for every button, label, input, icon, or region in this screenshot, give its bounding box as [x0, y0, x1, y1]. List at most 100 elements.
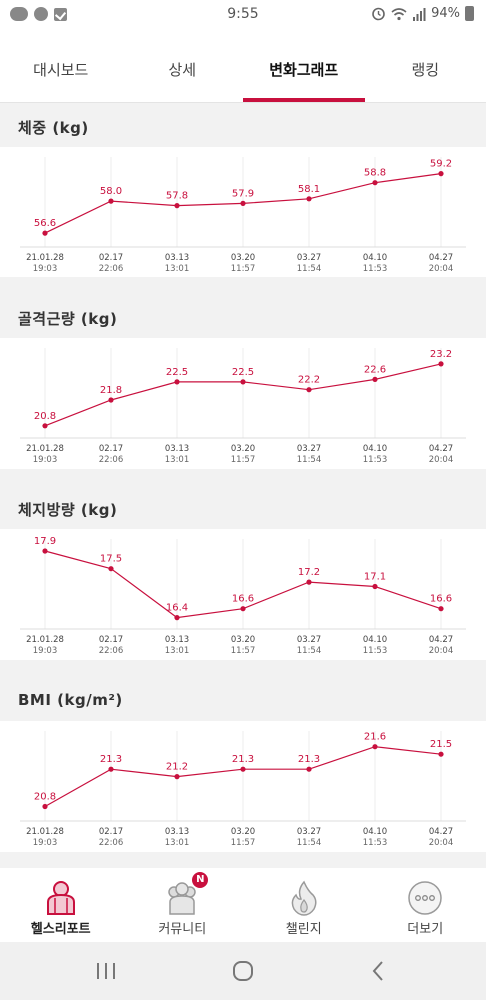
x-tick-date: 21.01.28	[26, 827, 64, 837]
x-tick-time: 22:06	[99, 264, 124, 274]
data-point	[174, 203, 180, 209]
data-label: 16.6	[430, 594, 452, 605]
x-tick-time: 19:03	[33, 455, 58, 465]
x-tick-time: 11:54	[297, 838, 322, 848]
tab-dashboard[interactable]: 대시보드	[33, 61, 89, 79]
checkbox-icon	[54, 7, 67, 21]
nav-community[interactable]: N 커뮤니티	[122, 868, 244, 942]
data-label: 21.3	[298, 754, 320, 765]
nav-community-label: 커뮤니티	[158, 922, 207, 937]
data-label: 57.9	[232, 188, 254, 199]
x-tick-date: 03.20	[231, 253, 255, 263]
x-tick-date: 04.27	[429, 827, 453, 837]
data-point	[438, 361, 444, 367]
data-point	[306, 387, 312, 393]
x-tick-time: 11:54	[297, 646, 322, 656]
x-tick-date: 02.17	[99, 253, 123, 263]
community-icon	[168, 882, 196, 915]
x-tick-time: 11:53	[363, 838, 388, 848]
x-tick-date: 04.10	[363, 444, 387, 454]
x-tick-date: 02.17	[99, 444, 123, 454]
data-label: 22.2	[298, 375, 320, 386]
x-tick-time: 11:53	[363, 455, 388, 465]
x-tick-time: 20:04	[429, 838, 454, 848]
data-point	[438, 606, 444, 612]
x-tick-time: 19:03	[33, 646, 58, 656]
data-point	[42, 803, 48, 810]
bmi-section-title: BMI (kg/m²)	[18, 691, 123, 709]
x-tick-time: 11:57	[231, 264, 256, 274]
data-label: 21.3	[232, 754, 254, 765]
tab-ranking[interactable]: 랭킹	[411, 61, 440, 79]
data-label: 17.5	[100, 554, 122, 565]
data-label: 57.8	[166, 191, 188, 202]
x-tick-time: 13:01	[165, 646, 190, 656]
x-tick-date: 03.27	[297, 827, 321, 837]
battery-icon	[465, 6, 474, 21]
x-tick-time: 11:57	[231, 646, 256, 656]
data-label: 21.8	[100, 385, 122, 396]
data-point	[372, 376, 378, 382]
data-label: 21.2	[166, 762, 188, 773]
data-label: 16.6	[232, 594, 254, 605]
nav-challenge-label: 챌린지	[285, 922, 322, 937]
data-label: 59.2	[430, 159, 452, 170]
chat-bubble-icon	[34, 7, 48, 21]
data-point	[240, 606, 246, 612]
home-icon[interactable]	[230, 956, 256, 986]
x-tick-date: 03.20	[231, 827, 255, 837]
status-time: 9:55	[227, 6, 259, 22]
x-tick-time: 20:04	[429, 455, 454, 465]
x-tick-date: 04.27	[429, 444, 453, 454]
x-tick-date: 03.13	[165, 827, 189, 837]
x-tick-date: 03.20	[231, 444, 255, 454]
data-label: 58.0	[100, 186, 122, 197]
muscle-section-title: 골격근량 (kg)	[18, 310, 118, 328]
community-badge: N	[192, 872, 209, 888]
system-status: 94%	[371, 6, 474, 21]
data-label: 16.4	[166, 603, 188, 614]
tab-detail[interactable]: 상세	[168, 61, 197, 79]
data-label: 23.2	[430, 349, 452, 360]
wifi-icon	[391, 7, 407, 20]
bmi-chart-card: 20.8 21.01.28 19:03 21.3 02.17 22:06 21.2 03.13…	[0, 721, 486, 852]
x-tick-time: 11:57	[231, 838, 256, 848]
data-point	[372, 744, 378, 750]
x-tick-time: 13:01	[165, 838, 190, 848]
battery-percent: 94%	[431, 6, 460, 21]
data-point	[42, 423, 48, 429]
data-point	[306, 766, 312, 772]
notification-icons	[10, 7, 67, 21]
data-point	[372, 583, 378, 590]
x-tick-time: 19:03	[33, 838, 58, 848]
kakaotalk-icon	[10, 7, 28, 21]
x-tick-date: 02.17	[99, 635, 123, 645]
signal-icon	[413, 7, 426, 21]
more-icon	[408, 881, 442, 915]
data-label: 22.5	[232, 367, 254, 378]
recent-apps-icon[interactable]	[95, 956, 117, 986]
data-point	[108, 566, 114, 572]
data-label: 17.2	[298, 567, 320, 578]
x-tick-time: 11:53	[363, 646, 388, 656]
nav-challenge[interactable]: 챌린지	[243, 868, 365, 942]
data-label: 21.6	[364, 732, 386, 743]
x-tick-date: 03.27	[297, 444, 321, 454]
nav-more[interactable]: 더보기	[365, 868, 486, 942]
x-tick-time: 11:54	[297, 264, 322, 274]
x-tick-date: 03.13	[165, 635, 189, 645]
tab-change-graph[interactable]: 변화그래프	[243, 30, 365, 102]
nav-health-report-label: 헬스리포트	[30, 922, 91, 937]
nav-more-label: 더보기	[407, 922, 444, 937]
nav-health-report[interactable]: 헬스리포트	[0, 868, 122, 942]
x-tick-time: 22:06	[99, 838, 124, 848]
data-point	[240, 200, 246, 206]
x-tick-date: 04.27	[429, 253, 453, 263]
data-label: 20.8	[34, 792, 56, 803]
back-icon[interactable]	[368, 956, 388, 986]
data-point	[174, 615, 180, 621]
